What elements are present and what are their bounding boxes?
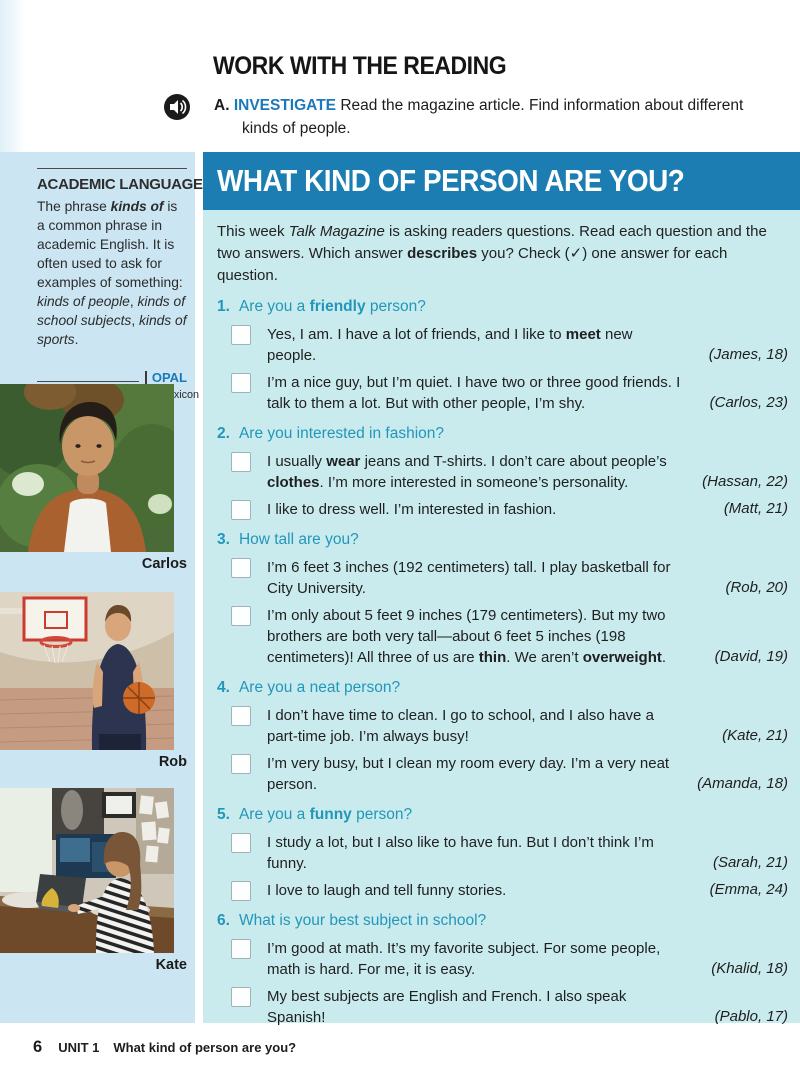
answer-text: I study a lot, but I also like to have f… bbox=[267, 834, 788, 872]
magazine-article: WHAT KIND OF PERSON ARE YOU? This week T… bbox=[203, 152, 800, 1026]
article-title-band: WHAT KIND OF PERSON ARE YOU? bbox=[203, 152, 800, 210]
divider bbox=[37, 168, 187, 169]
answer-option: I’m very busy, but I clean my room every… bbox=[231, 753, 788, 795]
answer-checkbox[interactable] bbox=[231, 452, 251, 472]
answer-attribution: (Carlos, 23) bbox=[709, 394, 788, 411]
question-prompt: 6. What is your best subject in school? bbox=[217, 912, 487, 929]
question-prompt: 3. How tall are you? bbox=[217, 531, 359, 548]
answer-option: My best subjects are English and French.… bbox=[231, 986, 788, 1028]
academic-language-body: The phrase kinds of is a common phrase i… bbox=[37, 199, 187, 347]
question-1: 1. Are you a friendly person? Yes, I am. … bbox=[217, 296, 788, 414]
answer-attribution: (Khalid, 18) bbox=[711, 960, 788, 977]
answer-text: I usually wear jeans and T-shirts. I don… bbox=[267, 453, 788, 491]
question-number: 5. bbox=[217, 806, 230, 823]
answer-text: I’m a nice guy, but I’m quiet. I have tw… bbox=[267, 374, 788, 412]
section-title: WORK WITH THE READING bbox=[213, 52, 507, 80]
photo-kate bbox=[0, 788, 174, 953]
answer-option: I’m a nice guy, but I’m quiet. I have tw… bbox=[231, 372, 788, 414]
article-body: This week Talk Magazine is asking reader… bbox=[203, 210, 800, 1026]
answer-attribution: (Emma, 24) bbox=[709, 881, 788, 898]
question-number: 6. bbox=[217, 912, 230, 929]
article-intro: This week Talk Magazine is asking reader… bbox=[217, 223, 767, 284]
answer-text: I’m good at math. It’s my favorite subje… bbox=[267, 940, 788, 978]
answer-attribution: (Rob, 20) bbox=[725, 579, 788, 596]
question-prompt: 5. Are you a funny person? bbox=[217, 806, 413, 823]
answer-attribution: (David, 19) bbox=[714, 648, 788, 665]
answer-text: My best subjects are English and French.… bbox=[267, 988, 788, 1026]
question-prompt: 1. Are you a friendly person? bbox=[217, 298, 426, 315]
answer-attribution: (Kate, 21) bbox=[722, 727, 788, 744]
answer-text: I’m only about 5 feet 9 inches (179 cent… bbox=[267, 607, 788, 666]
academic-language-title: ACADEMIC LANGUAGE bbox=[37, 176, 203, 193]
sidebar: ACADEMIC LANGUAGE The phrase kinds of is… bbox=[0, 152, 203, 1023]
answer-checkbox[interactable] bbox=[231, 558, 251, 578]
speaker-icon bbox=[164, 94, 190, 120]
answer-attribution: (James, 18) bbox=[708, 346, 788, 363]
answer-text: I love to laugh and tell funny stories. … bbox=[267, 881, 788, 899]
answer-text: I don’t have time to clean. I go to scho… bbox=[267, 707, 788, 745]
question-5: 5. Are you a funny person? I study a lot,… bbox=[217, 804, 788, 901]
photo-caption-kate: Kate bbox=[155, 957, 187, 973]
question-prompt: 4. Are you a neat person? bbox=[217, 679, 401, 696]
answer-checkbox[interactable] bbox=[231, 500, 251, 520]
answer-text: I like to dress well. I’m interested in … bbox=[267, 500, 788, 518]
photo-caption-carlos: Carlos bbox=[141, 556, 187, 572]
answer-option: I’m only about 5 feet 9 inches (179 cent… bbox=[231, 605, 788, 668]
answer-checkbox[interactable] bbox=[231, 373, 251, 393]
question-number: 1. bbox=[217, 298, 230, 315]
photo-carlos bbox=[0, 384, 174, 552]
answer-attribution: (Pablo, 17) bbox=[714, 1008, 788, 1025]
answer-option: I love to laugh and tell funny stories. … bbox=[231, 880, 788, 901]
answer-checkbox[interactable] bbox=[231, 987, 251, 1007]
question-6: 6. What is your best subject in school? I… bbox=[217, 910, 788, 1028]
answer-checkbox[interactable] bbox=[231, 606, 251, 626]
answer-option: I usually wear jeans and T-shirts. I don… bbox=[231, 451, 788, 493]
question-3: 3. How tall are you? I’m 6 feet 3 inches … bbox=[217, 529, 788, 668]
answer-option: I’m 6 feet 3 inches (192 centimeters) ta… bbox=[231, 557, 788, 599]
answer-option: I like to dress well. I’m interested in … bbox=[231, 499, 788, 520]
page-edge-tint bbox=[0, 0, 26, 152]
answer-attribution: (Hassan, 22) bbox=[702, 473, 788, 490]
opal-label: OPAL bbox=[144, 371, 187, 385]
opal-row: OPAL bbox=[37, 371, 187, 385]
unit-label: UNIT 1 bbox=[58, 1040, 100, 1055]
page-footer: 6 UNIT 1 What kind of person are you? bbox=[33, 1038, 296, 1057]
answer-checkbox[interactable] bbox=[231, 754, 251, 774]
question-prompt: 2. Are you interested in fashion? bbox=[217, 425, 445, 442]
answer-text: I’m very busy, but I clean my room every… bbox=[267, 755, 788, 793]
answer-option: Yes, I am. I have a lot of friends, and … bbox=[231, 324, 788, 366]
answer-option: I’m good at math. It’s my favorite subje… bbox=[231, 938, 788, 980]
answer-checkbox[interactable] bbox=[231, 833, 251, 853]
answer-checkbox[interactable] bbox=[231, 325, 251, 345]
question-number: 3. bbox=[217, 531, 230, 548]
photo-rob bbox=[0, 592, 174, 750]
question-number: 4. bbox=[217, 679, 230, 696]
question-4: 4. Are you a neat person? I don’t have ti… bbox=[217, 677, 788, 795]
answer-checkbox[interactable] bbox=[231, 881, 251, 901]
page-number: 6 bbox=[33, 1038, 43, 1056]
answer-checkbox[interactable] bbox=[231, 939, 251, 959]
answer-attribution: (Matt, 21) bbox=[723, 500, 788, 517]
answer-text: I’m 6 feet 3 inches (192 centimeters) ta… bbox=[267, 559, 788, 597]
answer-attribution: (Sarah, 21) bbox=[712, 854, 788, 871]
answer-option: I study a lot, but I also like to have f… bbox=[231, 832, 788, 874]
audio-play-button[interactable] bbox=[163, 93, 191, 121]
divider bbox=[37, 381, 139, 382]
answer-attribution: (Amanda, 18) bbox=[697, 775, 788, 792]
article-title: WHAT KIND OF PERSON ARE YOU? bbox=[217, 163, 685, 198]
question-number: 2. bbox=[217, 425, 230, 442]
answer-text: Yes, I am. I have a lot of friends, and … bbox=[267, 326, 788, 364]
unit-title: What kind of person are you? bbox=[113, 1040, 297, 1055]
question-2: 2. Are you interested in fashion? I usual… bbox=[217, 423, 788, 520]
answer-option: I don’t have time to clean. I go to scho… bbox=[231, 705, 788, 747]
exercise-instruction: A. INVESTIGATE Read the magazine article… bbox=[214, 97, 744, 137]
answer-checkbox[interactable] bbox=[231, 706, 251, 726]
photo-caption-rob: Rob bbox=[158, 754, 187, 770]
academic-language-box: ACADEMIC LANGUAGE The phrase kinds of is… bbox=[37, 168, 203, 401]
